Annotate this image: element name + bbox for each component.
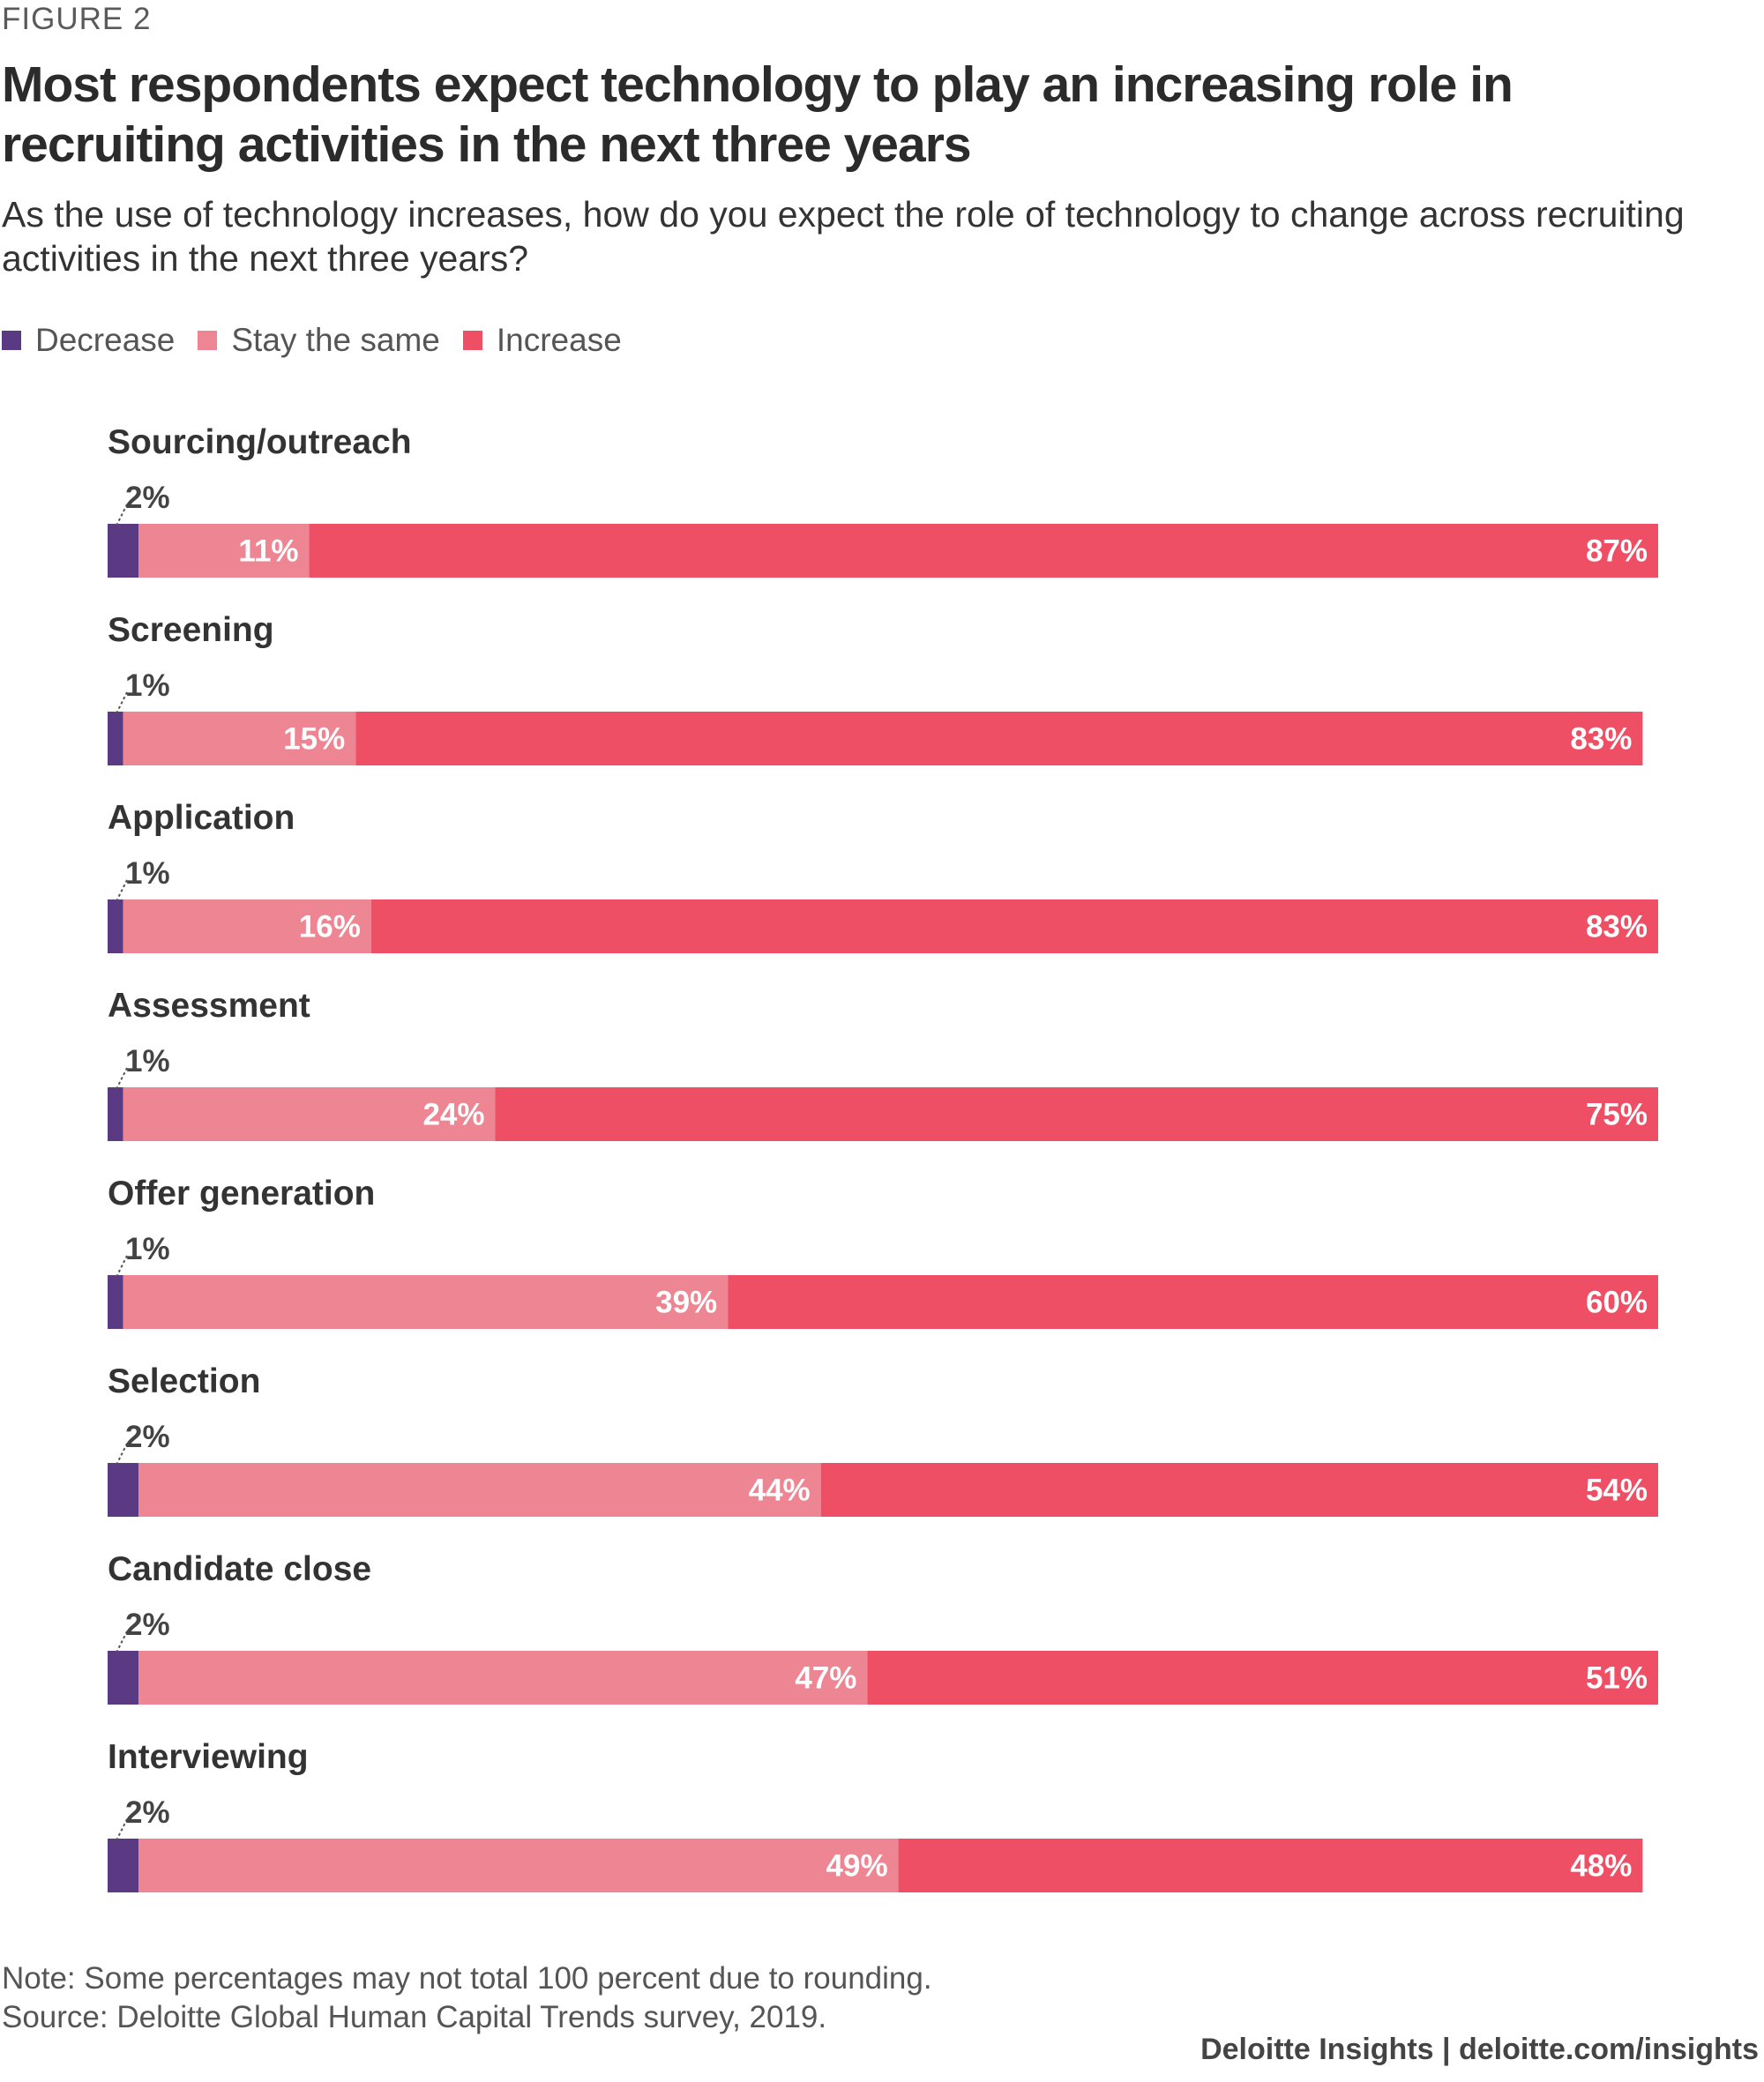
data-label-decrease-interviewing: 2% xyxy=(125,1795,170,1830)
data-label-increase-candidate-close: 51% xyxy=(1586,1661,1648,1696)
chart-notes: Note: Some percentages may not total 100… xyxy=(2,1959,932,2037)
figure-label: FIGURE 2 xyxy=(2,2,152,36)
legend-label-stay-the-same: Stay the same xyxy=(231,322,440,358)
data-label-stay-the-same-interviewing: 49% xyxy=(826,1849,888,1884)
bar-segment-stay-the-same-assessment xyxy=(123,1087,496,1141)
data-label-increase-offer-generation: 60% xyxy=(1586,1286,1648,1320)
category-label-selection: Selection xyxy=(108,1362,260,1400)
bar-segment-decrease-sourcing-outreach xyxy=(108,524,139,578)
bar-segment-increase-screening xyxy=(355,712,1643,765)
category-label-screening: Screening xyxy=(108,611,274,649)
bar-segment-stay-the-same-selection xyxy=(138,1463,821,1517)
bar-segment-stay-the-same-sourcing-outreach xyxy=(138,524,310,578)
legend-item-increase: Increase xyxy=(462,322,622,359)
bar-row-candidate-close: Candidate close 2% 47% 51% xyxy=(108,1550,1658,1705)
bar-segment-increase-offer-generation xyxy=(728,1275,1659,1329)
bar-segment-increase-application xyxy=(370,899,1658,953)
source-text: Source: Deloitte Global Human Capital Tr… xyxy=(2,2000,827,2034)
data-label-stay-the-same-application: 16% xyxy=(299,910,361,944)
data-label-increase-selection: 54% xyxy=(1586,1474,1648,1508)
data-label-increase-interviewing: 48% xyxy=(1570,1849,1632,1884)
bar-segment-increase-assessment xyxy=(495,1087,1658,1141)
legend-label-decrease: Decrease xyxy=(35,322,176,358)
bar-segment-increase-interviewing xyxy=(898,1839,1643,1892)
data-label-stay-the-same-offer-generation: 39% xyxy=(655,1286,717,1320)
legend-swatch-decrease xyxy=(2,331,21,350)
bar-row-sourcing-outreach: Sourcing/outreach 2% 11% 87% xyxy=(108,423,1658,578)
category-label-offer-generation: Offer generation xyxy=(108,1175,375,1213)
data-label-stay-the-same-screening: 15% xyxy=(283,722,345,757)
data-label-decrease-candidate-close: 2% xyxy=(125,1608,170,1642)
bar-segment-decrease-screening xyxy=(108,712,123,765)
chart-title: Most respondents expect technology to pl… xyxy=(2,56,1514,173)
data-label-decrease-screening: 1% xyxy=(125,668,170,703)
bar-segment-decrease-selection xyxy=(108,1463,139,1517)
category-label-assessment: Assessment xyxy=(108,987,310,1025)
data-label-decrease-sourcing-outreach: 2% xyxy=(125,481,170,515)
data-label-increase-sourcing-outreach: 87% xyxy=(1586,534,1648,569)
bar-row-assessment: Assessment 1% 24% 75% xyxy=(108,987,1658,1141)
leader-line-decrease-candidate-close xyxy=(116,1631,128,1653)
data-label-stay-the-same-assessment: 24% xyxy=(422,1098,484,1132)
category-label-application: Application xyxy=(108,799,295,837)
chart-subtitle: As the use of technology increases, how … xyxy=(2,194,1685,279)
leader-line-decrease-offer-generation xyxy=(116,1255,128,1278)
bar-segment-increase-candidate-close xyxy=(867,1651,1658,1705)
bar-row-offer-generation: Offer generation 1% 39% 60% xyxy=(108,1175,1659,1329)
leader-line-decrease-application xyxy=(116,879,128,902)
category-label-interviewing: Interviewing xyxy=(108,1738,309,1776)
data-label-decrease-selection: 2% xyxy=(125,1420,170,1454)
leader-line-decrease-sourcing-outreach xyxy=(116,504,128,526)
bar-row-interviewing: Interviewing 2% 49% 48% xyxy=(108,1738,1643,1892)
data-label-stay-the-same-selection: 44% xyxy=(749,1474,811,1508)
bar-segment-decrease-application xyxy=(108,899,123,953)
data-label-increase-application: 83% xyxy=(1586,910,1648,944)
bar-segment-increase-selection xyxy=(820,1463,1658,1517)
data-label-increase-assessment: 75% xyxy=(1586,1098,1648,1132)
legend: Decrease Stay the same Increase xyxy=(2,322,645,359)
data-label-increase-screening: 83% xyxy=(1570,722,1632,757)
data-label-stay-the-same-sourcing-outreach: 11% xyxy=(238,534,298,569)
bar-row-selection: Selection 2% 44% 54% xyxy=(108,1362,1658,1517)
stacked-bar-chart: Sourcing/outreach 2% 11% 87% Screening 1% 15% 8… xyxy=(108,423,1659,1892)
legend-swatch-increase xyxy=(462,331,482,350)
data-label-decrease-assessment: 1% xyxy=(125,1044,170,1078)
leader-line-decrease-selection xyxy=(116,1443,128,1466)
category-label-sourcing-outreach: Sourcing/outreach xyxy=(108,423,412,461)
bar-segment-decrease-assessment xyxy=(108,1087,123,1141)
data-label-decrease-application: 1% xyxy=(125,856,170,891)
note-text: Note: Some percentages may not total 100… xyxy=(2,1961,932,1996)
bar-segment-stay-the-same-interviewing xyxy=(138,1839,899,1892)
bar-segment-stay-the-same-offer-generation xyxy=(123,1275,729,1329)
bar-row-screening: Screening 1% 15% 83% xyxy=(108,611,1643,765)
bar-segment-stay-the-same-candidate-close xyxy=(138,1651,868,1705)
bar-segment-increase-sourcing-outreach xyxy=(309,524,1658,578)
legend-label-increase: Increase xyxy=(496,322,622,358)
legend-item-decrease: Decrease xyxy=(2,322,175,359)
leader-line-decrease-screening xyxy=(116,691,128,714)
leader-line-decrease-assessment xyxy=(116,1067,128,1090)
legend-item-stay-the-same: Stay the same xyxy=(198,322,440,359)
bar-segment-stay-the-same-application xyxy=(123,899,371,953)
category-label-candidate-close: Candidate close xyxy=(108,1550,371,1588)
data-label-decrease-offer-generation: 1% xyxy=(125,1232,170,1266)
bar-row-application: Application 1% 16% 83% xyxy=(108,799,1658,953)
bar-segment-decrease-interviewing xyxy=(108,1839,139,1892)
credit-line: Deloitte Insights | deloitte.com/insight… xyxy=(1200,2033,1759,2066)
bar-segment-decrease-candidate-close xyxy=(108,1651,139,1705)
bar-segment-stay-the-same-screening xyxy=(123,712,356,765)
leader-line-decrease-interviewing xyxy=(116,1818,128,1841)
bar-segment-decrease-offer-generation xyxy=(108,1275,123,1329)
legend-swatch-stay-the-same xyxy=(198,331,218,350)
data-label-stay-the-same-candidate-close: 47% xyxy=(795,1661,856,1696)
